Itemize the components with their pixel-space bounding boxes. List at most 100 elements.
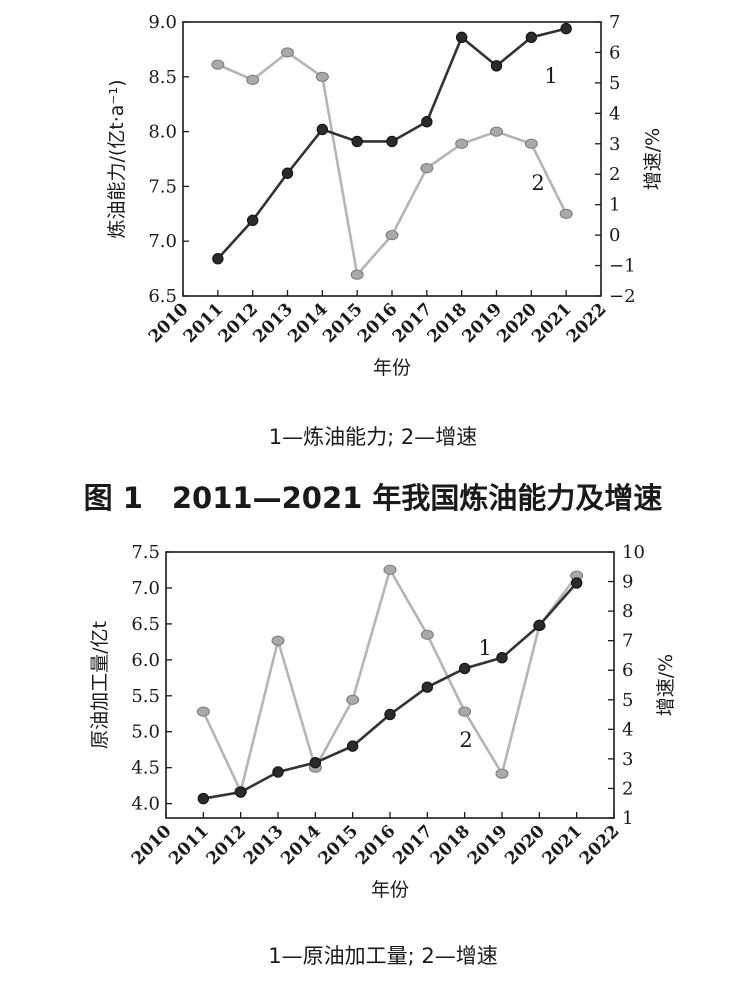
series-2-point (315, 71, 329, 82)
series-1-point (386, 135, 398, 148)
series-2-point (383, 564, 397, 575)
series-1-point (384, 708, 396, 721)
y-right-tick-label: 5 (622, 690, 633, 711)
series-2-point (559, 208, 573, 219)
x-tick-label: 2010 (128, 821, 176, 869)
y-right-tick-label: 2 (609, 164, 620, 185)
y-right-tick-label: 4 (622, 719, 633, 740)
y-right-tick-label: 2 (622, 778, 633, 799)
y-left-tick-label: 6.5 (131, 614, 160, 635)
series-1-point (570, 577, 583, 589)
series-2-point (211, 59, 225, 70)
series-1-point (246, 214, 259, 227)
series-1-label: 1 (544, 64, 557, 88)
series-1-point (455, 31, 468, 44)
y-left-tick-label: 8.0 (148, 122, 177, 143)
series-2-point (196, 706, 210, 717)
series-1-point (309, 756, 322, 769)
y-left-axis-label: 炼油能力/(亿t·a⁻¹) (106, 79, 128, 238)
y-right-tick-label: −2 (609, 286, 636, 307)
series-2-point (420, 163, 434, 174)
y-right-tick-label: 3 (609, 134, 620, 155)
y-right-tick-label: 6 (609, 42, 620, 63)
x-tick-label: 2017 (389, 821, 437, 869)
series-2-point (455, 138, 469, 149)
y-left-tick-label: 7.0 (148, 231, 177, 252)
y-left-tick-label: 7.0 (131, 578, 160, 599)
series-1-point (346, 740, 359, 752)
y-left-tick-label: 6.5 (148, 286, 177, 307)
y-right-axis-label: 增速/% (642, 128, 664, 190)
y-left-tick-label: 4.5 (131, 758, 160, 779)
x-tick-label: 2011 (165, 821, 213, 869)
series-1-point (281, 167, 294, 179)
y-left-tick-label: 6.0 (131, 650, 160, 671)
series-1-point (525, 31, 538, 44)
series-2-point (524, 138, 538, 149)
series-2-point (458, 706, 472, 717)
series-1-point (316, 123, 329, 136)
series-2-line (202, 566, 578, 796)
series-2-line (217, 50, 568, 278)
x-tick-label: 2014 (277, 821, 325, 869)
series-2-point (385, 230, 399, 241)
y-left-tick-label: 4.0 (131, 794, 160, 815)
x-tick-label: 2020 (501, 821, 549, 869)
series-2-point (281, 47, 294, 58)
series-2-point (420, 629, 434, 640)
y-right-tick-label: 1 (609, 195, 620, 216)
y-right-tick-label: 8 (622, 601, 633, 622)
y-left-tick-label: 7.5 (148, 176, 177, 197)
y-right-tick-label: 3 (622, 749, 633, 770)
y-right-tick-label: 1 (622, 808, 633, 829)
x-tick-label: 2015 (315, 821, 363, 869)
series-1-label: 1 (478, 636, 491, 660)
x-tick-label: 2021 (539, 821, 587, 869)
chart-crude-processing-volume: 2010201120122013201420152016201720182019… (89, 542, 677, 901)
series-1-point (234, 786, 247, 798)
y-right-tick-label: 7 (622, 631, 633, 652)
series-2-point (346, 694, 360, 705)
figure1-legend-caption: 1—炼油能力; 2—增速 (269, 425, 477, 449)
series-2-point (350, 269, 364, 280)
series-2-point (490, 126, 503, 137)
x-tick-label: 2019 (464, 821, 512, 869)
figure1-title: 图 1 2011—2021 年我国炼油能力及增速 (84, 481, 663, 515)
y-right-tick-label: 7 (609, 12, 620, 33)
x-axis-label: 年份 (371, 879, 409, 901)
x-tick-label: 2018 (427, 821, 475, 869)
y-right-tick-label: 6 (622, 660, 633, 681)
series-1-point (272, 766, 284, 778)
y-left-tick-label: 9.0 (148, 12, 177, 33)
chart-refining-capacity: 2010201120122013201420152016201720182019… (106, 12, 664, 379)
y-right-tick-label: 4 (609, 103, 620, 124)
series-1-point (351, 135, 363, 148)
y-right-tick-label: 10 (622, 542, 645, 563)
figure2-legend-caption: 1—原油加工量; 2—增速 (268, 944, 497, 968)
y-right-axis-label: 增速/% (655, 654, 677, 716)
x-tick-label: 2022 (576, 821, 624, 869)
series-2-label: 2 (459, 728, 472, 752)
series-1-point (560, 22, 572, 35)
y-left-axis-label: 原油加工量/亿t (89, 621, 111, 749)
series-2-point (271, 635, 285, 646)
series-1-point (421, 681, 434, 693)
x-tick-label: 2022 (563, 299, 611, 347)
y-left-tick-label: 5.0 (131, 722, 160, 743)
series-1-point (496, 651, 508, 664)
series-2-point (246, 74, 260, 85)
x-tick-label: 2012 (203, 821, 251, 869)
y-left-tick-label: 8.5 (148, 67, 177, 88)
series-2-point (495, 768, 509, 779)
x-tick-label: 2013 (240, 821, 288, 869)
x-axis-label: 年份 (373, 357, 411, 379)
series-1-point (490, 60, 503, 72)
y-left-tick-label: 5.5 (131, 686, 160, 707)
series-1-point (533, 619, 546, 632)
series-1-point (458, 662, 471, 675)
series-2-label: 2 (531, 171, 544, 195)
series-1-point (421, 116, 433, 128)
series-1-line (203, 582, 578, 800)
y-left-tick-label: 7.5 (131, 542, 160, 563)
